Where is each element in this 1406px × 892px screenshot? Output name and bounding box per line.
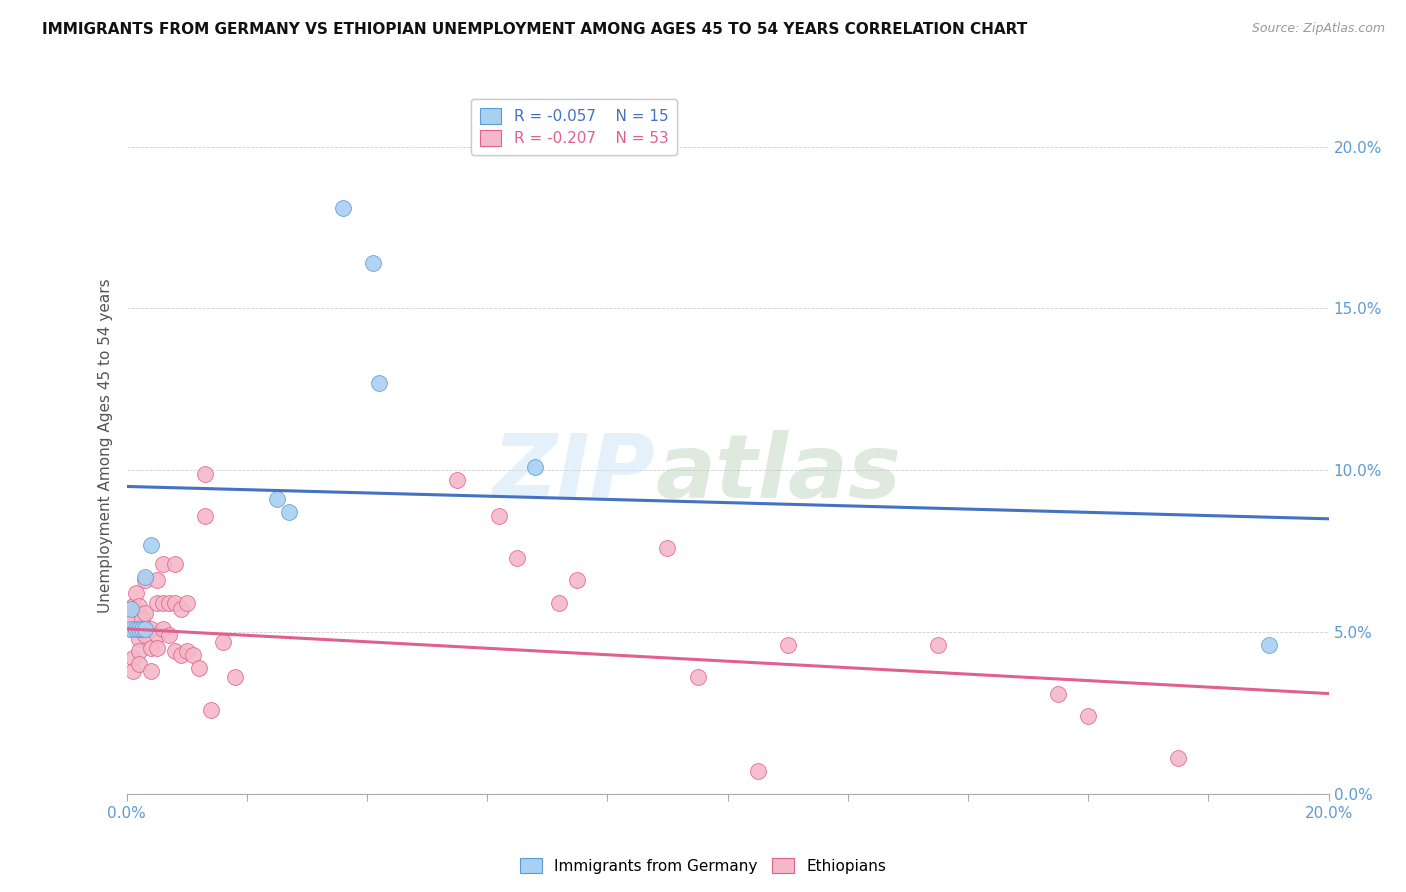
Point <box>194 508 217 523</box>
Point <box>211 634 233 648</box>
Point <box>134 622 156 636</box>
Point <box>332 201 354 215</box>
Point <box>128 622 150 636</box>
Point <box>120 602 142 616</box>
Point <box>157 628 180 642</box>
Point <box>368 376 391 390</box>
Text: Source: ZipAtlas.com: Source: ZipAtlas.com <box>1251 22 1385 36</box>
Text: ZIP: ZIP <box>492 430 655 517</box>
Point <box>163 596 186 610</box>
Point <box>187 661 209 675</box>
Point <box>361 256 384 270</box>
Point <box>163 557 186 571</box>
Text: IMMIGRANTS FROM GERMANY VS ETHIOPIAN UNEMPLOYMENT AMONG AGES 45 TO 54 YEARS CORR: IMMIGRANTS FROM GERMANY VS ETHIOPIAN UNE… <box>42 22 1028 37</box>
Point <box>139 664 162 678</box>
Point <box>747 764 769 779</box>
Point <box>121 599 143 614</box>
Point <box>145 596 167 610</box>
Point <box>266 492 288 507</box>
Point <box>134 570 156 584</box>
Point <box>488 508 510 523</box>
Point <box>139 622 162 636</box>
Point <box>139 538 162 552</box>
Point <box>152 622 174 636</box>
Point <box>128 644 150 658</box>
Point <box>145 628 167 642</box>
Point <box>128 657 150 672</box>
Y-axis label: Unemployment Among Ages 45 to 54 years: Unemployment Among Ages 45 to 54 years <box>98 278 114 614</box>
Point <box>124 622 146 636</box>
Point <box>686 670 709 684</box>
Point <box>657 541 679 555</box>
Point <box>567 574 589 588</box>
Point <box>134 574 156 588</box>
Point <box>176 596 198 610</box>
Point <box>181 648 204 662</box>
Point <box>224 670 246 684</box>
Point <box>152 557 174 571</box>
Point <box>139 641 162 656</box>
Point <box>194 467 217 481</box>
Point <box>121 664 143 678</box>
Point <box>1257 638 1279 652</box>
Point <box>124 586 146 600</box>
Point <box>131 612 153 626</box>
Point <box>128 599 150 614</box>
Legend: R = -0.057    N = 15, R = -0.207    N = 53: R = -0.057 N = 15, R = -0.207 N = 53 <box>471 99 678 155</box>
Point <box>927 638 949 652</box>
Point <box>131 622 153 636</box>
Point <box>524 460 547 475</box>
Text: atlas: atlas <box>655 430 901 517</box>
Point <box>134 606 156 620</box>
Point <box>1167 751 1189 765</box>
Point <box>169 648 191 662</box>
Point <box>120 612 142 626</box>
Point <box>200 703 222 717</box>
Point <box>776 638 799 652</box>
Point <box>169 602 191 616</box>
Point <box>277 505 299 519</box>
Point <box>134 628 156 642</box>
Point <box>120 622 142 636</box>
Point <box>152 596 174 610</box>
Point <box>176 644 198 658</box>
Point <box>157 596 180 610</box>
Point <box>128 632 150 646</box>
Point <box>506 550 529 565</box>
Point <box>548 596 571 610</box>
Point <box>1047 687 1070 701</box>
Point <box>446 473 468 487</box>
Point <box>121 651 143 665</box>
Point <box>145 641 167 656</box>
Point <box>163 644 186 658</box>
Legend: Immigrants from Germany, Ethiopians: Immigrants from Germany, Ethiopians <box>515 852 891 880</box>
Point <box>145 574 167 588</box>
Point <box>1077 709 1099 723</box>
Point <box>118 622 141 636</box>
